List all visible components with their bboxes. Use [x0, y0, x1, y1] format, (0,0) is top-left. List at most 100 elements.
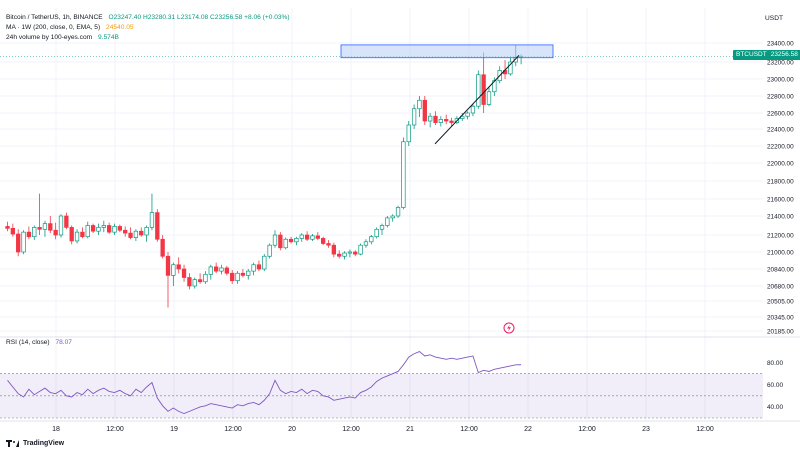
lightning-icon[interactable] — [503, 322, 515, 334]
candle — [470, 104, 476, 117]
candle — [96, 223, 101, 235]
candle-body — [219, 267, 224, 272]
candle — [288, 236, 294, 244]
rsi-line — [7, 351, 522, 415]
candle — [192, 277, 197, 289]
candle-body — [310, 235, 315, 240]
rsi-tick-label: 60.00 — [767, 382, 783, 389]
candle — [310, 234, 315, 241]
candle — [155, 209, 160, 242]
candle — [262, 254, 267, 272]
candle — [272, 230, 278, 248]
x-tick-label: 22 — [524, 426, 532, 433]
candle — [422, 96, 427, 125]
candle-body — [299, 234, 304, 239]
candle — [321, 236, 326, 246]
candle-body — [315, 235, 320, 239]
candle — [353, 250, 358, 257]
candle-body — [144, 227, 149, 236]
candle-body — [283, 238, 288, 249]
symbol-title: Bitcoin / TetherUS, 1h, BINANCE — [6, 14, 103, 21]
candle-body — [438, 119, 443, 123]
candle — [369, 235, 374, 245]
candle-body — [90, 225, 96, 232]
candle-body — [449, 120, 454, 123]
candle — [476, 70, 481, 109]
candle — [128, 227, 133, 240]
y-tick-label: 20185.00 — [767, 328, 794, 335]
y-tick-label: 21200.00 — [767, 232, 794, 239]
candle — [90, 223, 96, 234]
candle — [214, 262, 219, 274]
candle-body — [256, 264, 262, 270]
candle — [267, 243, 272, 259]
x-tick-label: 12:00 — [106, 426, 124, 433]
candle — [417, 96, 422, 117]
candle-body — [358, 244, 363, 255]
candle-body — [58, 215, 64, 236]
rsi-legend[interactable]: RSI (14, close) 78.07 — [6, 339, 72, 346]
y-tick-label: 23400.00 — [767, 40, 794, 47]
candle-body — [64, 215, 69, 228]
candle-body — [80, 231, 85, 238]
y-tick-label: 23200.00 — [767, 59, 794, 66]
x-tick-label: 18 — [52, 426, 60, 433]
tradingview-brand: TradingView — [23, 440, 65, 447]
candle — [53, 222, 58, 240]
candle — [283, 237, 288, 250]
supply-zone[interactable] — [340, 44, 554, 59]
candle — [26, 226, 32, 240]
candle-body — [428, 115, 433, 122]
tradingview-logo-icon — [6, 440, 20, 447]
grid — [0, 8, 800, 422]
volume-label: 24h volume by 100-eyes.com — [6, 34, 93, 41]
y-tick-label: 20505.00 — [767, 298, 794, 305]
price-tag-value: 23256.58 — [770, 51, 798, 58]
x-tick-label: 21 — [406, 426, 414, 433]
trendline[interactable] — [434, 55, 520, 145]
candle — [337, 250, 342, 259]
x-tick-label: 19 — [170, 426, 178, 433]
y-tick-label: 20680.00 — [767, 283, 794, 290]
rsi-band — [0, 373, 763, 419]
volume-legend[interactable]: 24h volume by 100-eyes.com 9.574B — [6, 33, 119, 43]
candle-body — [203, 273, 208, 283]
last-price-tag: BTCUSDT 23256.58 — [733, 50, 800, 60]
candle-body — [53, 229, 58, 236]
candle-body — [353, 251, 358, 255]
rsi-label: RSI (14, close) — [6, 339, 50, 346]
candle-body — [208, 266, 213, 275]
x-tick-label: 12:00 — [342, 426, 360, 433]
x-tick-label: 20 — [288, 426, 296, 433]
rsi-tick-label: 40.00 — [767, 404, 783, 411]
ohlc-values: O23247.40 H23280.31 L23174.08 C23256.58 … — [108, 14, 290, 21]
candle-body — [176, 264, 181, 270]
candle-body — [433, 115, 438, 123]
candle-body — [363, 241, 369, 246]
x-tick-label: 12:00 — [696, 426, 714, 433]
candle — [385, 216, 390, 228]
candle — [144, 225, 149, 242]
candle-body — [117, 226, 123, 231]
candle — [203, 271, 208, 284]
tradingview-logo[interactable]: TradingView — [6, 440, 64, 447]
candle — [363, 239, 369, 248]
candle-body — [288, 238, 294, 243]
y-tick-label: 21800.00 — [767, 178, 794, 185]
candle-body — [385, 217, 390, 226]
rsi-series — [7, 351, 522, 415]
candle — [106, 222, 112, 235]
ma-legend[interactable]: MA · 1W (200, close, 0, EMA, 5) 24540.05 — [6, 23, 134, 33]
candle-body — [69, 227, 74, 242]
candle-body — [321, 238, 326, 244]
candle-body — [401, 141, 406, 208]
y-tick-label: 21600.00 — [767, 196, 794, 203]
symbol-legend[interactable]: Bitcoin / TetherUS, 1h, BINANCE O23247.4… — [6, 13, 290, 23]
candle-body — [337, 253, 342, 257]
candle-body — [417, 99, 422, 110]
candle — [256, 260, 262, 272]
candle — [240, 269, 246, 278]
y-tick-label: 20345.00 — [767, 314, 794, 321]
candle-body — [16, 233, 21, 253]
